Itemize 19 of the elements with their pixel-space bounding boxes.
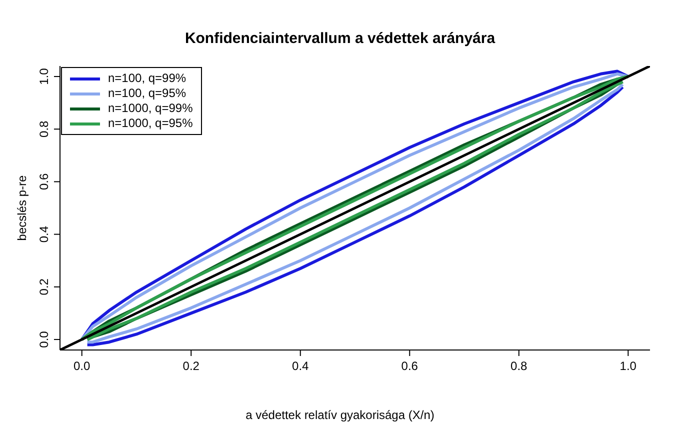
x-tick-label: 0.8 (510, 359, 528, 373)
legend-label: n=100, q=95% (108, 86, 186, 101)
legend-label: n=1000, q=95% (108, 116, 193, 131)
x-tick-label: 0.4 (292, 359, 310, 373)
y-axis-title: becslés p-re (15, 175, 29, 241)
x-axis-title: a védettek relatív gyakorisága (X/n) (244, 408, 436, 422)
y-tick-label: 1.0 (37, 68, 51, 85)
legend-label: n=100, q=99% (108, 71, 186, 86)
y-tick-label: 0.8 (37, 120, 51, 138)
y-tick-label: 0.4 (37, 226, 51, 243)
x-tick-label: 0.2 (182, 359, 200, 373)
y-tick-label: 0.6 (37, 173, 51, 190)
y-tick-label: 0.0 (37, 330, 51, 348)
x-tick-label: 0.6 (401, 359, 418, 373)
x-tick-label: 0.0 (74, 359, 91, 373)
chart-title: Konfidenciaintervallum a védettek arányára (184, 30, 496, 47)
x-tick-label: 1.0 (620, 359, 637, 373)
y-tick-label: 0.2 (37, 278, 51, 296)
legend-label: n=1000, q=99% (108, 101, 193, 116)
